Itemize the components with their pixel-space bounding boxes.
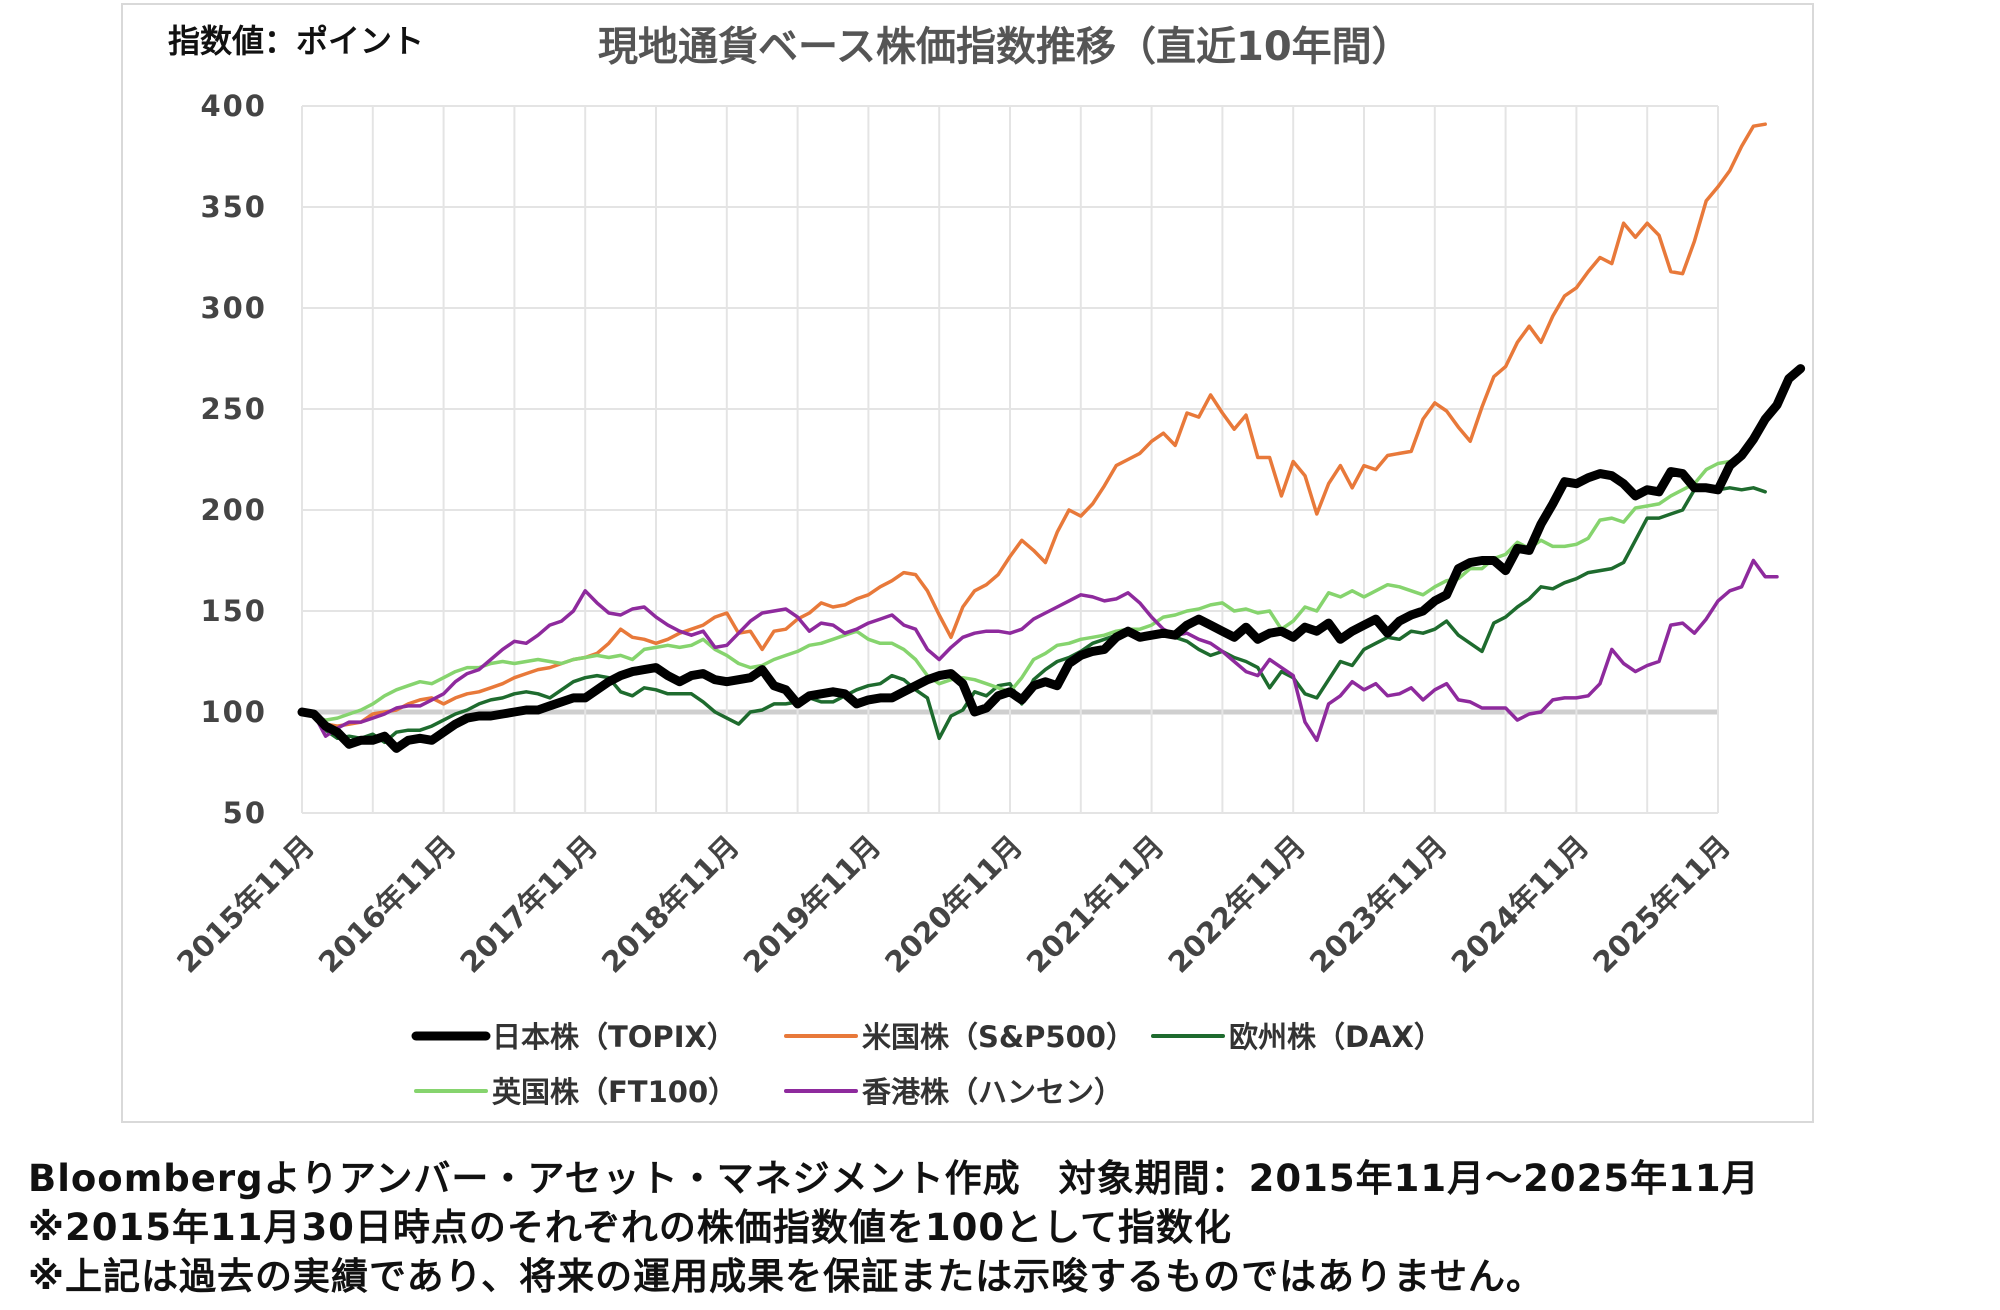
x-tick-label: 2015年11月	[170, 829, 321, 980]
legend: 日本株（TOPIX） 米国株（S&P500） 欧州株（DAX） 英国株（FT100） 香…	[411, 1020, 1443, 1109]
footnote-disclaimer: ※上記は過去の実績であり、将来の運用成果を保証または示唆するものではありません。	[28, 1255, 1545, 1298]
x-tick-label: 2020年11月	[878, 829, 1029, 980]
series-line-2	[300, 486, 1767, 745]
x-tick-label: 2023年11月	[1303, 829, 1454, 980]
y-tick-label: 350	[200, 190, 267, 224]
y-axis-label: 指数値：ポイント	[168, 22, 424, 60]
y-tick-label: 100	[200, 695, 267, 729]
legend-label: 米国株（S&P500）	[862, 1020, 1135, 1054]
chart-frame: 50 100 150 200 250 300 350 400 2015年11月 2016年11月 2…	[121, 3, 1814, 1123]
x-tick-label: 2022年11月	[1161, 829, 1312, 980]
axes: 501001502002503003504002015年11月2016年11月2…	[170, 89, 1737, 980]
x-tick-label: 2025年11月	[1586, 829, 1737, 980]
legend-item-4: 香港株（ハンセン）	[784, 1075, 1123, 1109]
series-line-1	[300, 122, 1767, 728]
x-tick-label: 2018年11月	[595, 829, 746, 980]
y-tick-label: 300	[200, 291, 267, 325]
x-tick-label: 2016年11月	[312, 829, 463, 980]
x-tick-label: 2017年11月	[453, 829, 604, 980]
legend-label: 欧州株（DAX）	[1229, 1020, 1443, 1054]
y-tick-label: 50	[223, 796, 267, 830]
legend-label: 日本株（TOPIX）	[492, 1020, 736, 1054]
grid	[301, 105, 1719, 814]
legend-item-0: 日本株（TOPIX）	[411, 1020, 736, 1054]
y-tick-label: 150	[200, 594, 267, 628]
legend-label: 英国株（FT100）	[492, 1075, 737, 1109]
legend-item-3: 英国株（FT100）	[414, 1075, 737, 1109]
series-line-4	[300, 558, 1779, 743]
x-tick-label: 2021年11月	[1020, 829, 1171, 980]
legend-label: 香港株（ハンセン）	[862, 1075, 1123, 1109]
legend-item-2: 欧州株（DAX）	[1151, 1020, 1443, 1054]
y-tick-label: 250	[200, 392, 267, 426]
footnote-index-base: ※2015年11月30日時点のそれぞれの株価指数値を100として指数化	[28, 1206, 1233, 1249]
series-lines	[297, 122, 1806, 753]
x-tick-label: 2019年11月	[737, 829, 888, 980]
series-line-0	[297, 364, 1806, 753]
y-tick-label: 400	[200, 89, 267, 123]
y-tick-label: 200	[200, 493, 267, 527]
legend-item-1: 米国株（S&P500）	[784, 1020, 1135, 1054]
series-line-3	[300, 459, 1732, 722]
chart-svg: 501001502002503003504002015年11月2016年11月2…	[168, 22, 1806, 1109]
footnote-source: Bloombergよりアンバー・アセット・マネジメント作成 対象期間：2015年…	[28, 1157, 1760, 1200]
x-tick-label: 2024年11月	[1445, 829, 1596, 980]
chart-title: 現地通貨ベース株価指数推移（直近10年間）	[598, 24, 1412, 70]
